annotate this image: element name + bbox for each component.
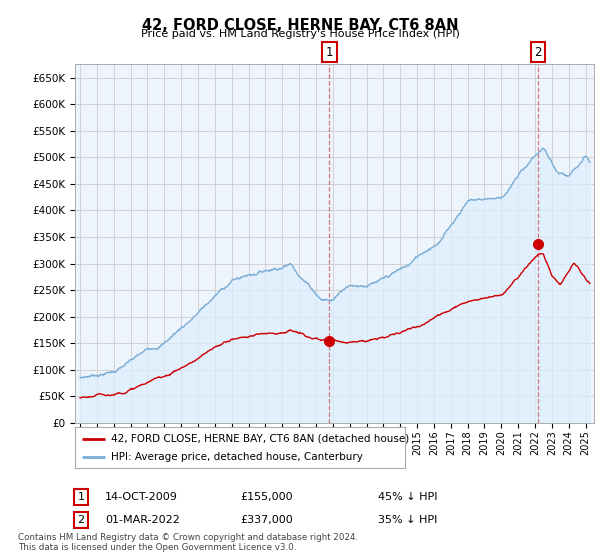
Text: 45% ↓ HPI: 45% ↓ HPI xyxy=(378,492,437,502)
Text: 2: 2 xyxy=(77,515,85,525)
Text: 14-OCT-2009: 14-OCT-2009 xyxy=(105,492,178,502)
Text: 1: 1 xyxy=(77,492,85,502)
Text: 1: 1 xyxy=(326,46,333,59)
Text: 01-MAR-2022: 01-MAR-2022 xyxy=(105,515,180,525)
Text: 35% ↓ HPI: 35% ↓ HPI xyxy=(378,515,437,525)
Text: 42, FORD CLOSE, HERNE BAY, CT6 8AN: 42, FORD CLOSE, HERNE BAY, CT6 8AN xyxy=(142,18,458,34)
Text: 42, FORD CLOSE, HERNE BAY, CT6 8AN (detached house): 42, FORD CLOSE, HERNE BAY, CT6 8AN (deta… xyxy=(112,433,410,444)
Text: £155,000: £155,000 xyxy=(240,492,293,502)
Text: 2: 2 xyxy=(534,46,542,59)
Text: Price paid vs. HM Land Registry's House Price Index (HPI): Price paid vs. HM Land Registry's House … xyxy=(140,29,460,39)
Text: HPI: Average price, detached house, Canterbury: HPI: Average price, detached house, Cant… xyxy=(112,452,363,461)
Text: This data is licensed under the Open Government Licence v3.0.: This data is licensed under the Open Gov… xyxy=(18,543,296,552)
Text: £337,000: £337,000 xyxy=(240,515,293,525)
Text: Contains HM Land Registry data © Crown copyright and database right 2024.: Contains HM Land Registry data © Crown c… xyxy=(18,533,358,542)
